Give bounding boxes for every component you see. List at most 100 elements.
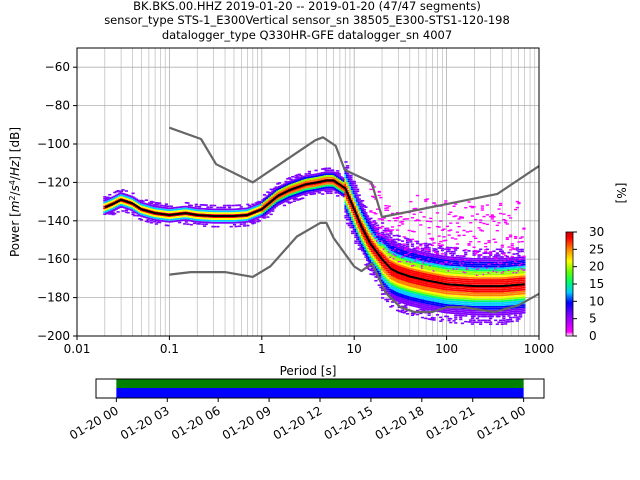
heatmap-cell <box>364 244 368 247</box>
heatmap-cell <box>284 184 288 187</box>
heatmap-cell <box>395 253 400 256</box>
heatmap-cell <box>507 305 511 308</box>
heatmap-cell <box>507 270 511 273</box>
heatmap-cell <box>321 193 325 195</box>
heatmap-cell-sparse <box>492 238 496 241</box>
heatmap-cell <box>415 259 420 262</box>
heatmap-cell <box>422 303 426 306</box>
heatmap-cell <box>356 198 360 200</box>
heatmap-cell <box>484 271 488 274</box>
heatmap-cell <box>507 267 511 269</box>
heatmap-cell <box>435 269 440 272</box>
heatmap-cell <box>336 177 340 180</box>
heatmap-cell-sparse <box>495 258 499 260</box>
heatmap-cell <box>445 260 450 262</box>
heatmap-cell <box>301 187 305 190</box>
heatmap-cell <box>143 212 147 214</box>
heatmap-cell <box>447 300 451 303</box>
heatmap-cell-sparse <box>479 219 483 221</box>
heatmap-cell <box>179 217 183 220</box>
heatmap-cell <box>224 218 228 220</box>
heatmap-cell <box>309 176 313 178</box>
heatmap-cell <box>425 308 430 310</box>
heatmap-cell <box>316 175 320 177</box>
heatmap-cell <box>138 217 142 220</box>
heatmap-cell-sparse <box>435 261 440 263</box>
heatmap-cell <box>409 241 413 243</box>
heatmap-cell <box>151 218 155 221</box>
heatmap-cell-sparse <box>502 271 506 273</box>
heatmap-cell <box>384 241 388 243</box>
heatmap-cell <box>440 299 445 302</box>
heatmap-cell <box>489 290 493 293</box>
heatmap-cell <box>492 277 496 279</box>
heatmap-cell <box>322 189 326 191</box>
heatmap-cell <box>429 262 433 265</box>
heatmap-cell <box>405 268 410 271</box>
heatmap-cell-sparse <box>384 204 388 207</box>
heatmap-cell <box>504 263 508 266</box>
heatmap-cell <box>392 279 396 281</box>
heatmap-cell <box>392 254 396 256</box>
heatmap-cell <box>464 301 468 304</box>
heatmap-cell <box>231 220 235 222</box>
heatmap-cell <box>366 221 370 223</box>
heatmap-cell-sparse <box>377 218 381 220</box>
heatmap-cell <box>366 230 370 233</box>
heatmap-cell <box>181 209 185 212</box>
heatmap-cell <box>434 267 438 270</box>
heatmap-cell <box>394 287 398 290</box>
heatmap-cell <box>399 253 403 255</box>
heatmap-cell <box>392 246 396 248</box>
heatmap-cell <box>239 221 243 224</box>
heatmap-cell <box>367 218 371 221</box>
heatmap-cell <box>485 294 489 297</box>
heatmap-cell <box>437 291 441 293</box>
heatmap-cell <box>482 302 486 304</box>
heatmap-cell <box>419 306 423 309</box>
heatmap-cell-sparse <box>474 218 478 221</box>
heatmap-cell <box>505 288 509 291</box>
heatmap-cell <box>419 308 423 311</box>
heatmap-cell <box>479 260 483 262</box>
heatmap-cell <box>509 316 513 319</box>
heatmap-cell <box>351 188 355 190</box>
heatmap-cell <box>465 263 469 265</box>
heatmap-cell <box>424 256 428 258</box>
heatmap-cell-sparse <box>400 256 405 259</box>
heatmap-cell <box>244 209 248 212</box>
heatmap-cell <box>439 295 443 298</box>
heatmap-cell <box>361 236 365 239</box>
heatmap-cell <box>186 206 190 208</box>
heatmap-cell <box>113 207 117 209</box>
heatmap-cell-sparse <box>400 223 405 225</box>
heatmap-cell <box>139 215 144 217</box>
heatmap-cell <box>207 221 212 224</box>
heatmap-cell <box>188 204 192 207</box>
heatmap-cell <box>131 200 135 202</box>
heatmap-cell <box>387 252 391 255</box>
heatmap-cell <box>464 251 468 254</box>
heatmap-cell-sparse <box>429 217 433 220</box>
heatmap-cell <box>454 256 458 259</box>
heatmap-cell <box>442 267 446 269</box>
heatmap-cell <box>382 237 386 240</box>
heatmap-cell <box>375 268 380 271</box>
heatmap-cell <box>445 275 450 278</box>
heatmap-cell <box>480 273 484 276</box>
heatmap-cell <box>380 268 385 270</box>
heatmap-cell <box>405 241 410 244</box>
heatmap-cell <box>379 236 383 239</box>
heatmap-cell <box>296 189 300 192</box>
heatmap-cell <box>307 191 311 194</box>
heatmap-cell <box>419 301 423 303</box>
heatmap-cell <box>384 269 388 272</box>
heatmap-cell <box>435 277 440 280</box>
heatmap-cell-sparse <box>395 216 400 219</box>
heatmap-cell <box>495 286 499 289</box>
heatmap-cell <box>287 198 292 200</box>
heatmap-cell <box>297 183 302 185</box>
heatmap-cell <box>375 224 380 227</box>
heatmap-cell <box>369 254 373 256</box>
heatmap-cell <box>129 207 134 209</box>
